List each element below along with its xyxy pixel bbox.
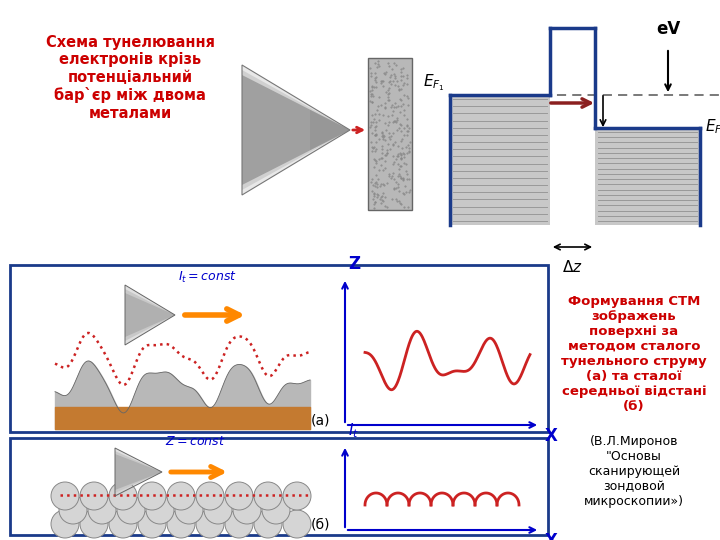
Circle shape	[138, 510, 166, 538]
Circle shape	[225, 510, 253, 538]
Text: $I_t = const$: $I_t = const$	[178, 270, 237, 285]
Polygon shape	[115, 454, 162, 490]
Polygon shape	[242, 75, 350, 185]
Bar	[10, 265, 548, 432]
Text: eV: eV	[656, 20, 680, 38]
Circle shape	[262, 496, 290, 524]
Circle shape	[80, 510, 108, 538]
Circle shape	[254, 482, 282, 510]
Bar	[368, 58, 412, 210]
Text: Z: Z	[348, 255, 360, 273]
Circle shape	[51, 482, 79, 510]
Polygon shape	[242, 70, 350, 190]
Polygon shape	[310, 110, 350, 150]
Circle shape	[167, 482, 195, 510]
Bar	[10, 438, 548, 535]
Text: $I_t$: $I_t$	[348, 421, 359, 440]
Polygon shape	[125, 289, 175, 341]
Text: (В.Л.Миронов
"Основы
сканирующей
зондовой
микроскопии»): (В.Л.Миронов "Основы сканирующей зондово…	[584, 435, 684, 508]
Circle shape	[204, 496, 232, 524]
Text: Формування СТМ
зображень
поверхні за
методом сталого
тунельного струму
(а) та ст: Формування СТМ зображень поверхні за мет…	[561, 295, 707, 413]
Circle shape	[80, 482, 108, 510]
Polygon shape	[125, 285, 175, 345]
Circle shape	[59, 496, 87, 524]
Text: (а): (а)	[310, 413, 330, 427]
Polygon shape	[125, 293, 175, 337]
Circle shape	[196, 482, 224, 510]
Circle shape	[283, 482, 311, 510]
Circle shape	[196, 510, 224, 538]
Polygon shape	[115, 448, 162, 496]
Circle shape	[146, 496, 174, 524]
Bar	[450, 95, 550, 225]
Circle shape	[175, 496, 203, 524]
Circle shape	[225, 482, 253, 510]
Circle shape	[283, 510, 311, 538]
Text: Схема тунелювання
електронів крізь
потенціальний
бар`єр між двома
металами: Схема тунелювання електронів крізь потен…	[45, 35, 215, 121]
Circle shape	[109, 482, 137, 510]
Circle shape	[233, 496, 261, 524]
Text: $\Delta z$: $\Delta z$	[562, 259, 583, 275]
Circle shape	[88, 496, 116, 524]
Circle shape	[109, 510, 137, 538]
Polygon shape	[242, 65, 350, 195]
Circle shape	[138, 482, 166, 510]
Polygon shape	[115, 451, 162, 493]
Text: $E_{F_2}$: $E_{F_2}$	[705, 118, 720, 138]
Text: $E_{F_1}$: $E_{F_1}$	[423, 72, 445, 93]
Circle shape	[51, 510, 79, 538]
Circle shape	[167, 510, 195, 538]
Circle shape	[254, 510, 282, 538]
Circle shape	[117, 496, 145, 524]
Text: X: X	[545, 532, 558, 540]
Bar	[595, 128, 700, 225]
Text: X: X	[545, 427, 558, 445]
Text: $Z = const$: $Z = const$	[165, 435, 225, 448]
Text: (б): (б)	[310, 518, 330, 532]
